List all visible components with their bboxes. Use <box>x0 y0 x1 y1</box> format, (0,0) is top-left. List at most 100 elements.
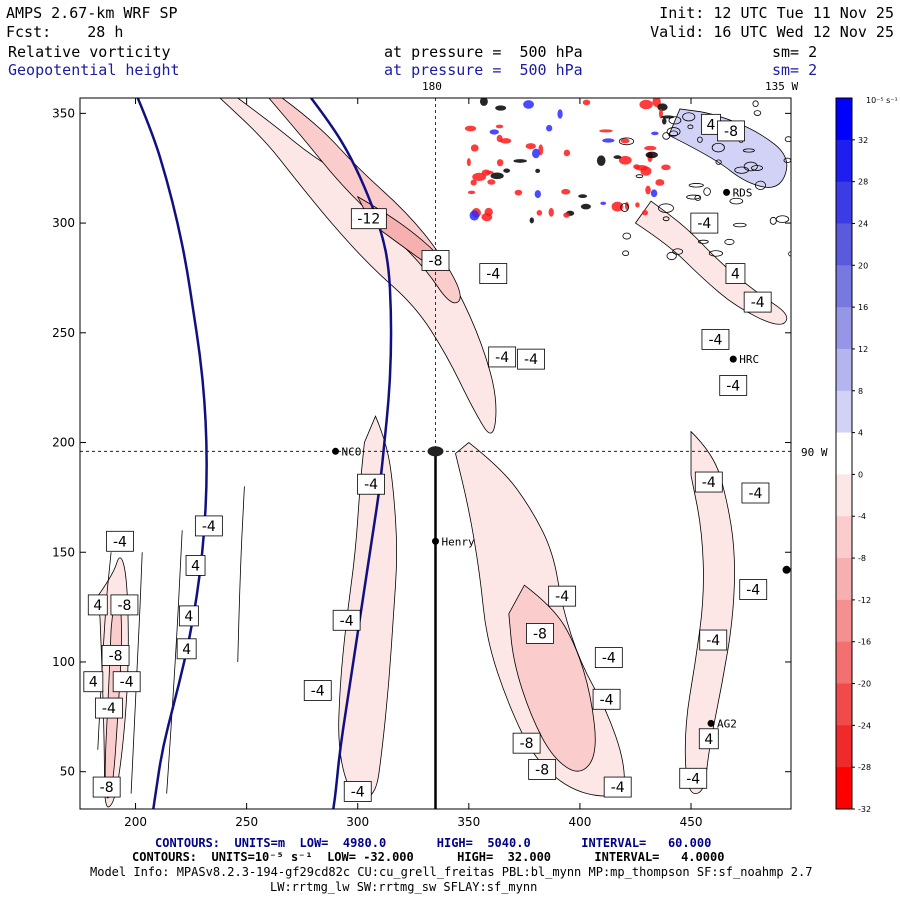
model-info-2: LW:rrtmg_lw SW:rrtmg_sw SFLAY:sf_mynn <box>270 880 538 894</box>
colorbar-tick-label: 16 <box>858 303 868 312</box>
storm-blob <box>499 138 512 144</box>
y-tick-label: 350 <box>52 106 75 120</box>
y-tick-label: 100 <box>52 655 75 669</box>
contour-label-box <box>421 249 450 271</box>
contour-label-box <box>719 375 748 396</box>
contour-label: -4 <box>702 475 716 491</box>
plot-frame <box>79 97 792 810</box>
storm-contour <box>669 130 679 137</box>
station-dot <box>432 537 439 545</box>
storm-contour <box>688 183 704 188</box>
contour-label: -8 <box>724 124 738 140</box>
storm-contour <box>622 232 632 240</box>
height-contour-info: CONTOURS: UNITS=m LOW= 4980.0 HIGH= 5040… <box>155 836 712 850</box>
storm-contour <box>784 136 791 143</box>
station-dot <box>707 719 715 727</box>
contour-label: -8 <box>533 626 547 642</box>
contour-label-box <box>110 594 139 616</box>
storm-blob <box>655 179 665 186</box>
contour-label: -4 <box>102 701 116 717</box>
contour-label: -4 <box>351 784 365 800</box>
station-dot <box>729 355 737 363</box>
station-label: AG2 <box>717 717 737 730</box>
storm-contour <box>754 180 766 190</box>
storm-blob <box>513 159 527 163</box>
pressure2-label: at pressure = 500 hPa <box>384 61 583 79</box>
contour-label: -4 <box>486 267 500 283</box>
contour-label-box <box>83 671 104 693</box>
storm-contour <box>752 100 759 108</box>
contour-label-box <box>679 767 708 789</box>
contour-label-box <box>592 688 621 710</box>
contour-label: -12 <box>357 212 380 228</box>
stations: NCO Henry HRC RDS AG2 <box>332 186 791 730</box>
storm-blob <box>529 217 534 224</box>
storm-blob <box>645 185 651 195</box>
storm-blob <box>485 170 494 175</box>
colorbar-tick-label: 28 <box>858 178 868 187</box>
storm-blob <box>613 155 622 159</box>
colorbar-tick-label: -24 <box>858 721 871 730</box>
contour-label: -8 <box>109 648 123 664</box>
storm-contour <box>742 148 755 153</box>
station-label: Henry <box>442 535 475 548</box>
storm-contour <box>697 136 703 143</box>
storm-contour <box>666 251 677 261</box>
storm-contour <box>662 132 671 140</box>
storm-blob <box>563 149 571 157</box>
valid-time: Valid: 16 UTC Wed 12 Nov 25 <box>650 23 894 41</box>
storm-contour <box>743 161 758 172</box>
contour-label: 4 <box>93 598 102 614</box>
sm2-label: sm= 2 <box>772 61 818 79</box>
contour-label: -4 <box>600 692 614 708</box>
colorbar: 32 28 24 20 16 12 8 4 0 -4 -8 -12 -16 -20 -24 -28 -32 <box>835 97 871 814</box>
colorbar-swatch <box>836 390 852 434</box>
contour-label-box <box>694 471 723 493</box>
storm-contour <box>662 216 670 222</box>
contour-label: 4 <box>191 558 200 574</box>
colorbar-swatch <box>836 516 852 559</box>
contour-label: -4 <box>686 771 700 787</box>
station-dot <box>332 447 340 455</box>
contour-label: -4 <box>311 684 325 700</box>
y-tick-label: 200 <box>52 436 75 450</box>
storm-blob <box>484 207 493 217</box>
contour-label-box <box>517 348 545 370</box>
colorbar-swatch <box>836 432 852 475</box>
contour-label: -4 <box>706 633 720 649</box>
colorbar-swatch <box>836 558 852 601</box>
colorbar-swatch <box>836 98 852 141</box>
storm-blob <box>469 210 480 221</box>
storm-blob <box>548 207 554 217</box>
storm-contour <box>622 250 630 256</box>
storm-contour <box>769 216 777 225</box>
contour-label: -4 <box>202 519 216 535</box>
colorbar-swatch <box>836 307 852 350</box>
storm-blob <box>618 155 632 165</box>
contour-label: -4 <box>708 332 722 348</box>
storm-contour <box>703 187 711 196</box>
storm-blob <box>578 194 588 199</box>
colorbar-tick-label: 24 <box>858 219 868 228</box>
colorbar-swatch <box>836 265 852 308</box>
colorbar-tick-label: -8 <box>858 554 866 563</box>
contour-label: -4 <box>555 589 569 605</box>
contour-label-box <box>603 776 632 798</box>
contour-label: -4 <box>120 675 134 691</box>
contour-label: -8 <box>535 763 549 779</box>
storm-blob <box>561 188 571 195</box>
storm-blob <box>490 172 504 180</box>
colorbar-swatch <box>836 599 852 643</box>
field1-label: Relative vorticity <box>8 43 171 61</box>
storm-blob <box>495 105 507 111</box>
thin-contour-2 <box>166 530 183 794</box>
contour-label-box <box>698 728 719 750</box>
contour-label-box <box>512 732 541 754</box>
storm-blob <box>557 109 563 119</box>
contour-label: 4 <box>704 732 713 748</box>
contour-label: -4 <box>726 378 740 394</box>
contour-label: -4 <box>746 583 760 599</box>
storm-contour <box>668 116 682 125</box>
contour-label-box <box>690 212 719 234</box>
